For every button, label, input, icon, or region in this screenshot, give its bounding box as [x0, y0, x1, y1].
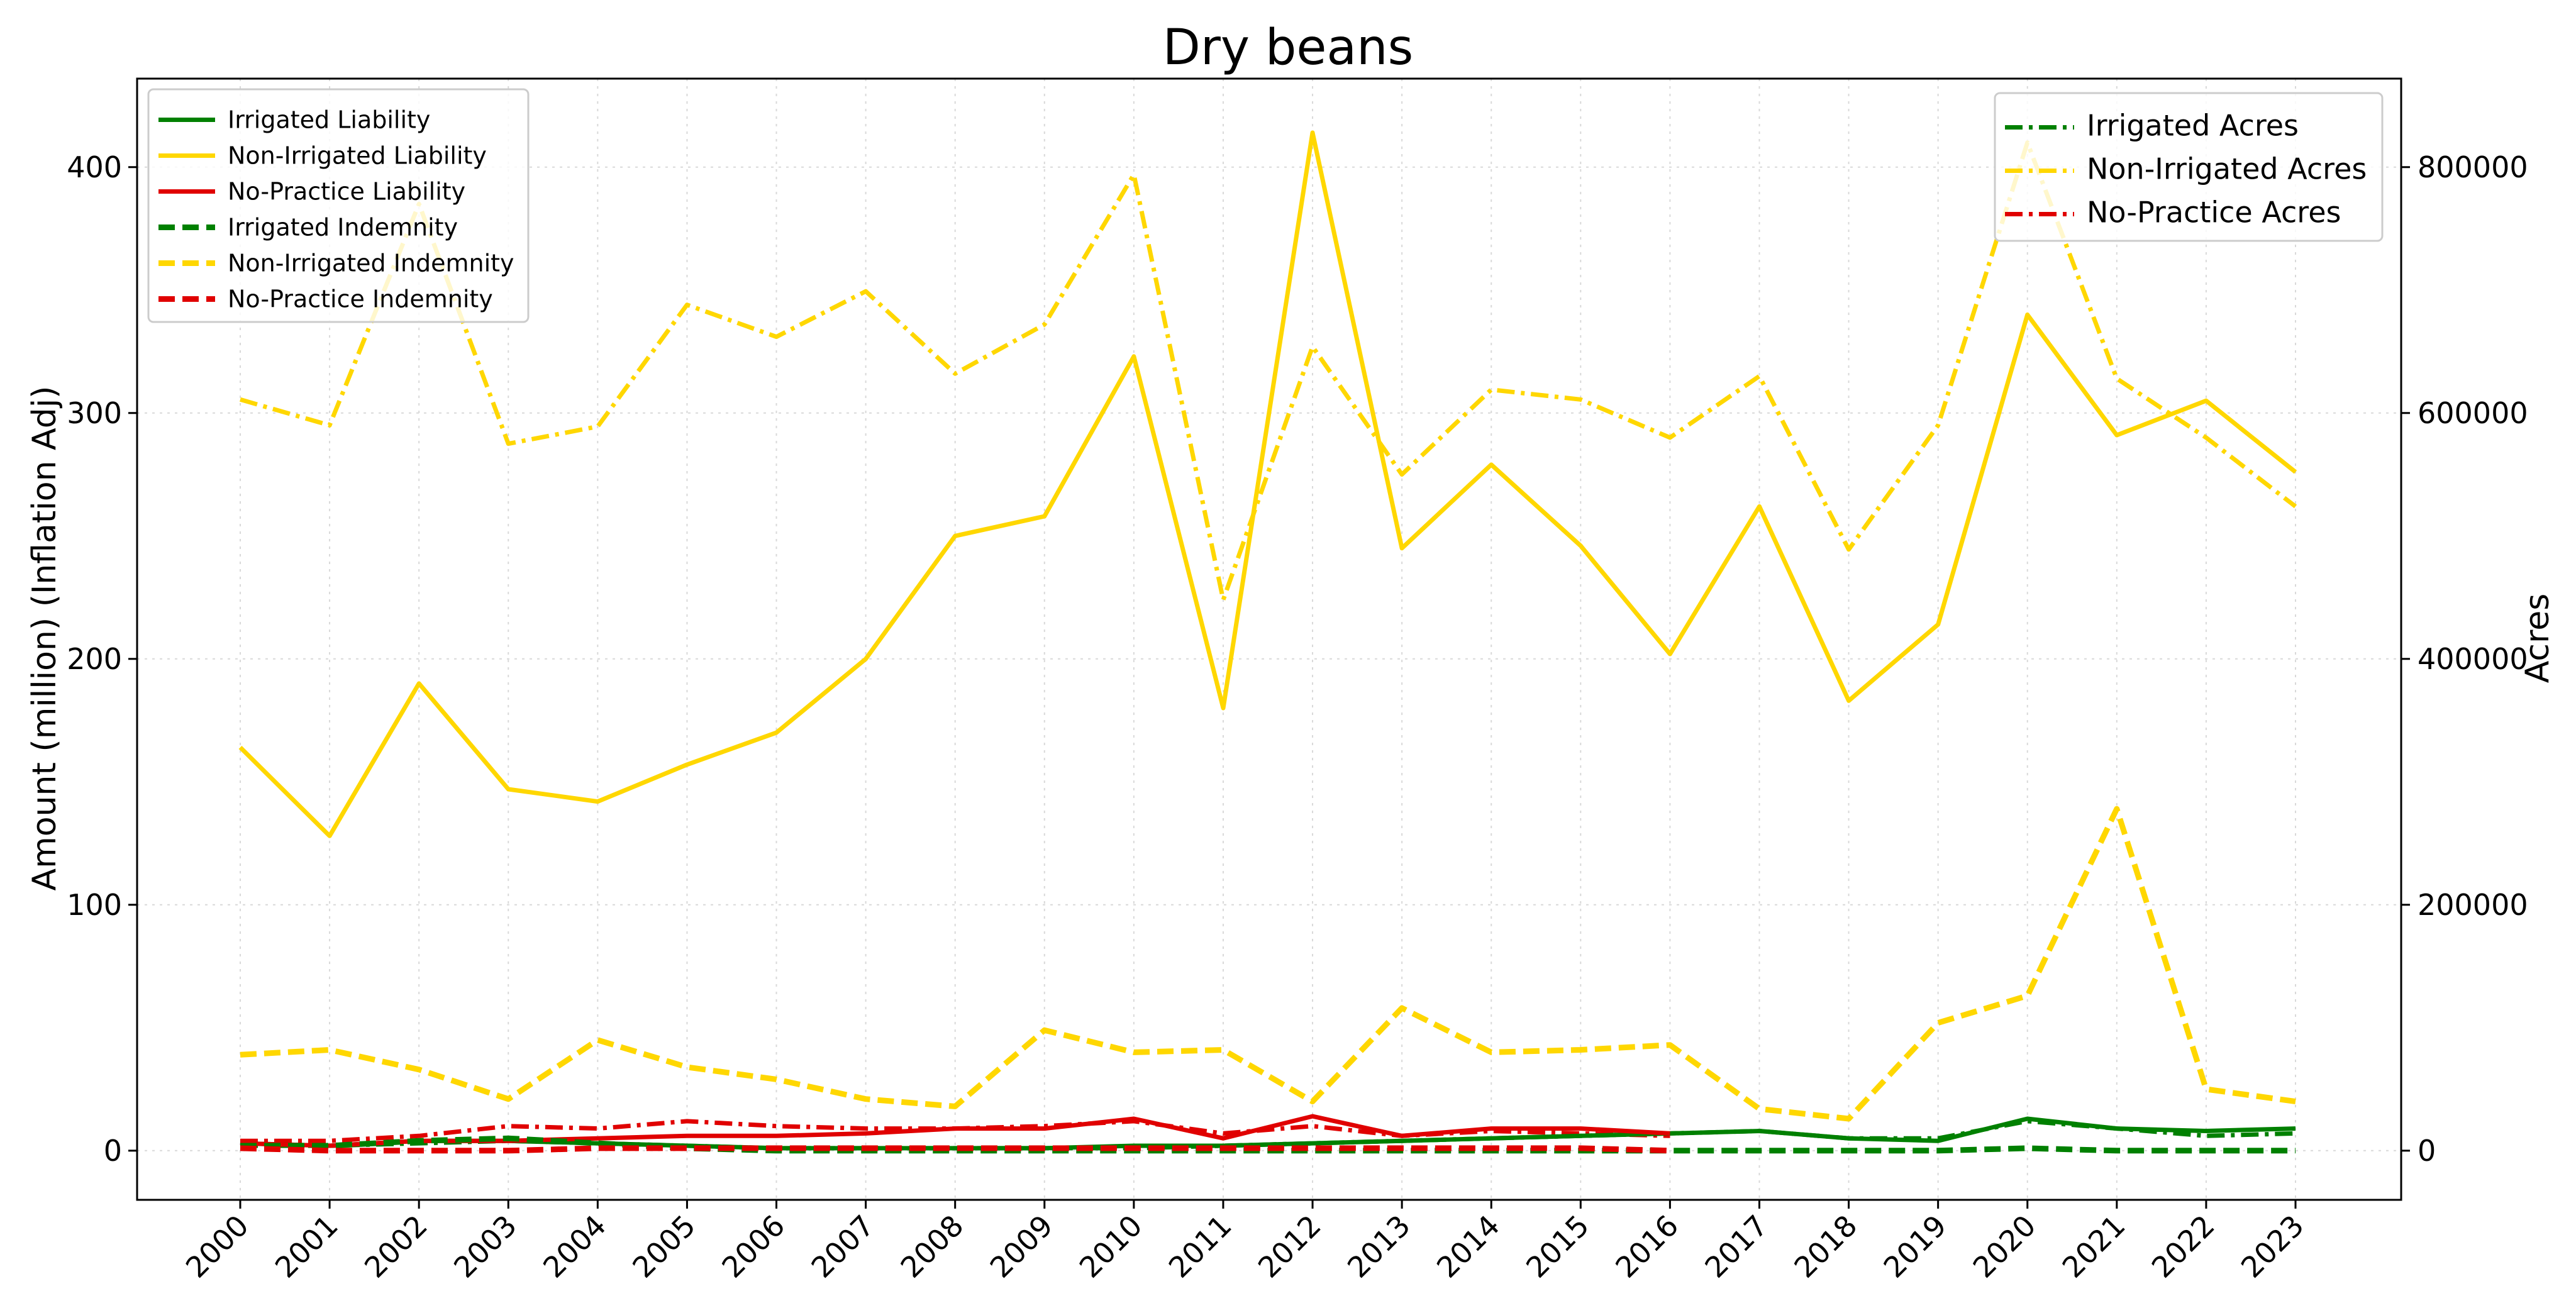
irrigated-acres-legend-label: Irrigated Acres [2087, 109, 2299, 143]
y-tick-label: 300 [67, 396, 122, 430]
no-practice-liability-legend-label: No-Practice Liability [228, 178, 465, 206]
legend-left-box [147, 88, 530, 323]
y2-tick-label: 0 [2418, 1134, 2436, 1168]
y2-tick-label: 600000 [2418, 396, 2528, 430]
irrigated-indemnity-legend-label: Irrigated Indemnity [228, 214, 458, 241]
chart-title: Dry beans [1163, 19, 1413, 76]
legend-right: Irrigated Acres Non-Irrigated Acres No-Pra… [1994, 92, 2384, 242]
no-practice-liability-line [240, 1114, 1670, 1148]
y2-tick-label: 400000 [2418, 642, 2528, 676]
non-irrigated-liability-line [238, 130, 2297, 838]
legend-right-box [1994, 92, 2384, 242]
y2-axis-label: Acres [2519, 594, 2557, 684]
no-practice-acres-legend-label: No-Practice Acres [2087, 196, 2341, 230]
non-irrigated-indemnity-legend-label: Non-Irrigated Indemnity [228, 250, 514, 277]
no-practice-indemnity-legend-label: No-Practice Indemnity [228, 285, 493, 313]
y2-axis-ticks: 0 200000 400000 600000 800000 [2401, 150, 2528, 1168]
y-tick-label: 200 [67, 642, 122, 676]
series-lines [238, 130, 2297, 1154]
y-tick-label: 0 [104, 1134, 122, 1168]
plot-frame [136, 77, 2402, 1201]
irrigated-liability-legend-label: Irrigated Liability [228, 106, 430, 134]
legend-left: Irrigated Liability Non-Irrigated Liabili… [147, 88, 530, 323]
y2-tick-label: 200000 [2418, 888, 2528, 922]
y-tick-label: 100 [67, 888, 122, 922]
non-irrigated-acres-line [240, 140, 2297, 602]
non-irrigated-liability-legend-label: Non-Irrigated Liability [228, 142, 487, 170]
y-axis-ticks: 0 100 200 300 400 [67, 150, 137, 1168]
non-irrigated-acres-legend-label: Non-Irrigated Acres [2087, 152, 2367, 186]
y2-tick-label: 800000 [2418, 150, 2528, 184]
non-irrigated-indemnity-line [240, 806, 2296, 1122]
y-axis-label: Amount (million) (Inflation Adj) [26, 386, 64, 891]
y-tick-label: 400 [67, 150, 122, 184]
